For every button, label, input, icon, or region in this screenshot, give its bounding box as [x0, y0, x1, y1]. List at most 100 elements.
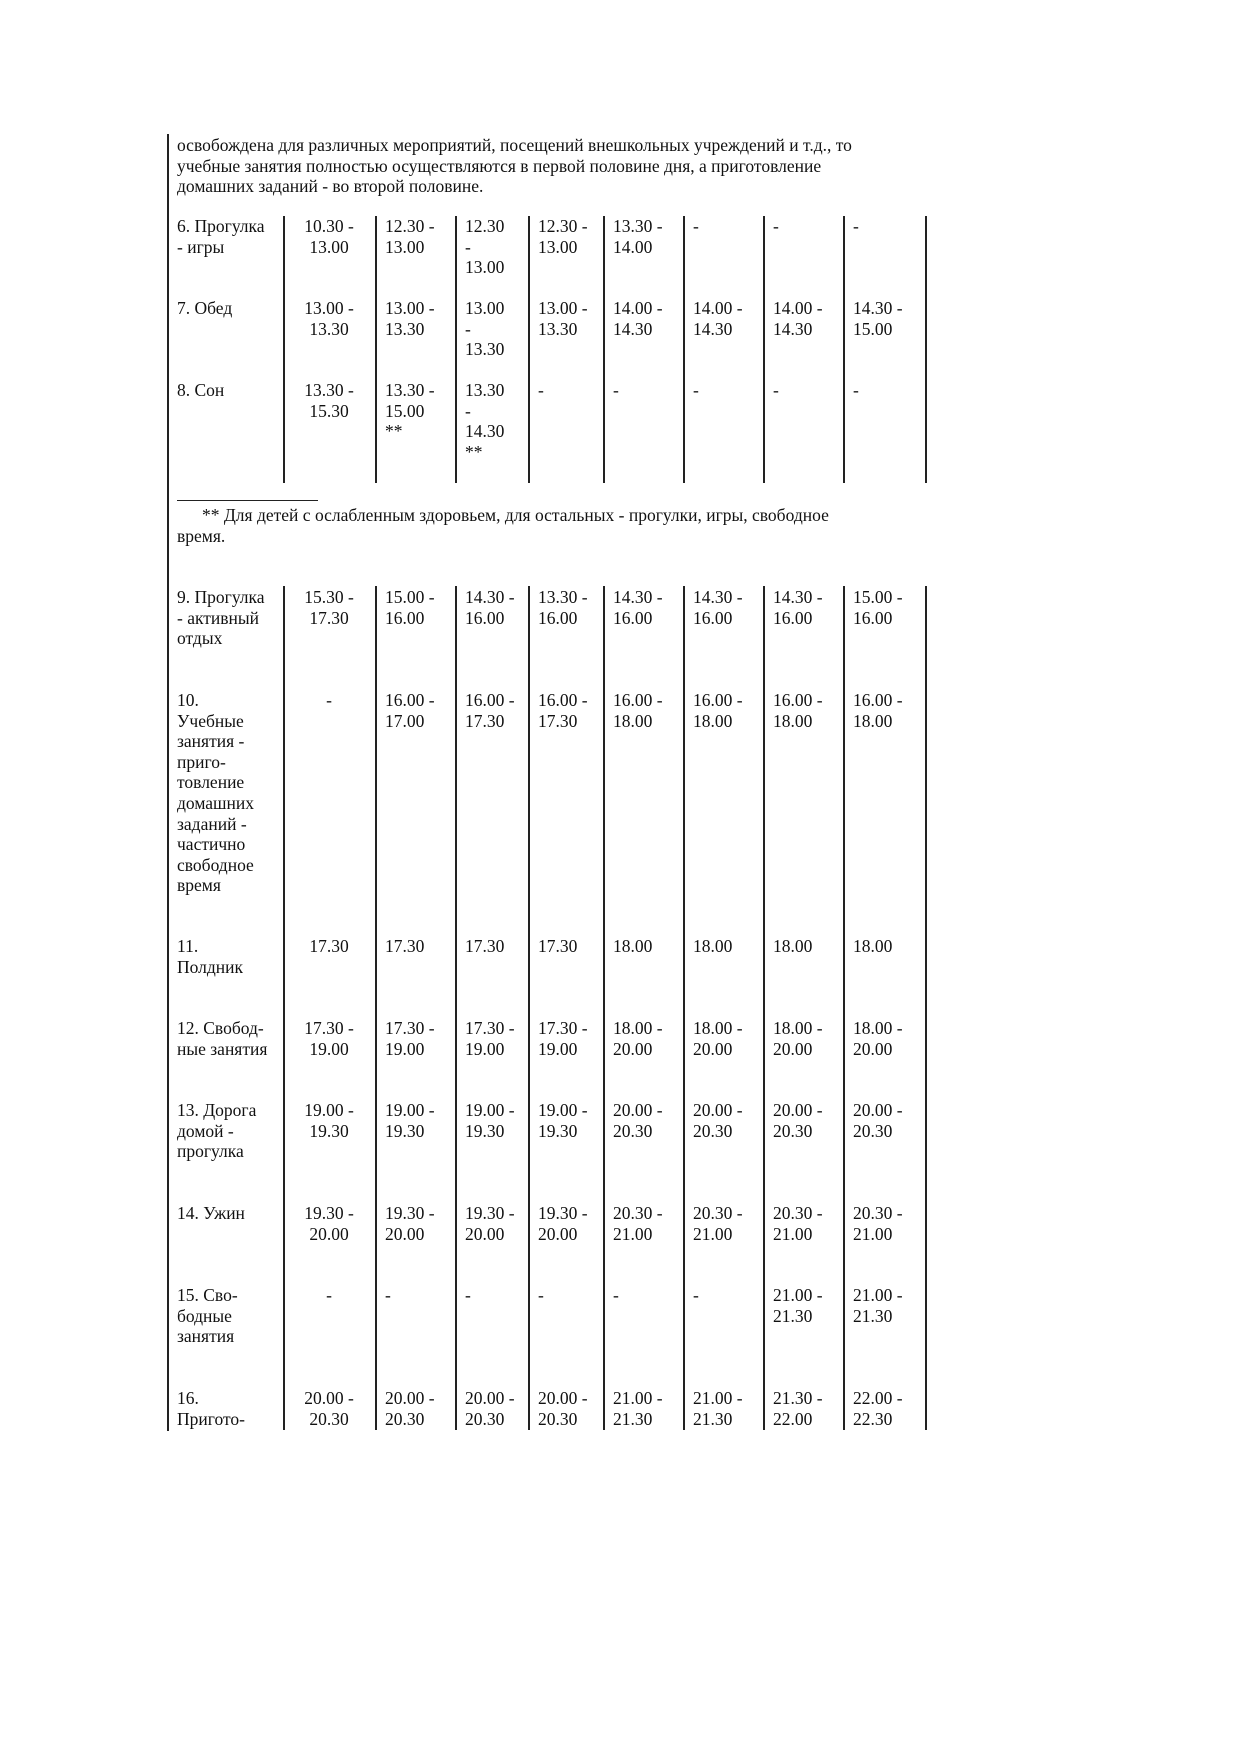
cell: 20.30 - 21.00: [773, 1203, 823, 1244]
cell: 22.00 - 22.30: [853, 1388, 903, 1429]
cell: 17.30: [465, 936, 505, 956]
cell: 20.00 - 20.30: [385, 1388, 435, 1429]
cell: -: [613, 1285, 619, 1305]
paragraph: освобождена для различных мероприятий, п…: [177, 135, 852, 197]
column-rule: [455, 586, 457, 1430]
row-label: 16. Пригото-: [177, 1388, 246, 1429]
cell: 14.30 - 16.00: [465, 587, 515, 628]
column-rule: [375, 586, 377, 1430]
cell: 19.30 - 20.00: [465, 1203, 515, 1244]
cell: 18.00 - 20.00: [613, 1018, 663, 1059]
row-label: 6. Прогулка - игры: [177, 216, 265, 257]
column-rule: [528, 216, 530, 483]
cell: -: [853, 216, 859, 236]
column-rule: [283, 216, 285, 483]
cell: 21.00 - 21.30: [853, 1285, 903, 1326]
column-rule: [455, 216, 457, 483]
cell: 20.00 - 20.30: [693, 1100, 743, 1141]
cell: 19.00 - 19.30: [538, 1100, 588, 1141]
cell: 17.30 - 19.00: [385, 1018, 435, 1059]
cell: -: [326, 690, 332, 710]
cell: 18.00 - 20.00: [773, 1018, 823, 1059]
row-label: 14. Ужин: [177, 1203, 245, 1223]
cell: 20.00 - 20.30: [853, 1100, 903, 1141]
cell: -: [693, 380, 699, 400]
cell: -: [538, 1285, 544, 1305]
cell: -: [538, 380, 544, 400]
cell: 16.00 - 18.00: [693, 690, 743, 731]
cell: 13.30 - 14.00: [613, 216, 663, 257]
cell: 19.00 - 19.30: [304, 1100, 354, 1141]
left-border: [167, 134, 169, 1431]
cell: 17.30: [538, 936, 578, 956]
column-rule: [763, 586, 765, 1430]
cell: 21.30 - 22.00: [773, 1388, 823, 1429]
cell: 13.30 - 15.00 **: [385, 380, 435, 442]
cell: 14.30 - 16.00: [613, 587, 663, 628]
cell: -: [773, 380, 779, 400]
column-rule: [283, 586, 285, 1430]
cell: 18.00: [693, 936, 733, 956]
row-label: 7. Обед: [177, 298, 233, 318]
cell: 17.30: [309, 936, 349, 956]
cell: 13.30 - 16.00: [538, 587, 588, 628]
cell: -: [613, 380, 619, 400]
cell: 12.30 - 13.00: [465, 216, 505, 278]
cell: 20.00 - 20.30: [613, 1100, 663, 1141]
cell: 20.00 - 20.30: [304, 1388, 354, 1429]
footnote-rule: [177, 500, 318, 501]
cell: 13.30 - 15.30: [304, 380, 354, 421]
footnote: ** Для детей с ослабленным здоровьем, дл…: [177, 505, 829, 546]
cell: 14.30 - 16.00: [773, 587, 823, 628]
column-rule: [843, 216, 845, 483]
cell: 15.00 - 16.00: [385, 587, 435, 628]
row-label: 8. Сон: [177, 380, 225, 400]
cell: 18.00 - 20.00: [853, 1018, 903, 1059]
column-rule: [925, 216, 927, 483]
cell: 15.00 - 16.00: [853, 587, 903, 628]
column-rule: [603, 216, 605, 483]
cell: 18.00 - 20.00: [693, 1018, 743, 1059]
column-rule: [843, 586, 845, 1430]
cell: 16.00 - 17.30: [538, 690, 588, 731]
column-rule: [925, 586, 927, 1430]
cell: 12.30 - 13.00: [538, 216, 588, 257]
cell: 13.00 - 13.30: [465, 298, 505, 360]
column-rule: [375, 216, 377, 483]
cell: 21.00 - 21.30: [693, 1388, 743, 1429]
cell: 17.30: [385, 936, 425, 956]
cell: 20.00 - 20.30: [465, 1388, 515, 1429]
row-label: 11. Полдник: [177, 936, 244, 977]
cell: 20.00 - 20.30: [538, 1388, 588, 1429]
column-rule: [603, 586, 605, 1430]
row-label: 13. Дорога домой - прогулка: [177, 1100, 257, 1162]
cell: 19.00 - 19.30: [385, 1100, 435, 1141]
row-label: 9. Прогулка - активный отдых: [177, 587, 265, 649]
cell: -: [326, 1285, 332, 1305]
row-label: 15. Сво- бодные занятия: [177, 1285, 238, 1347]
cell: 14.30 - 15.00: [853, 298, 903, 339]
cell: 16.00 - 17.30: [465, 690, 515, 731]
cell: 20.30 - 21.00: [853, 1203, 903, 1244]
cell: -: [465, 1285, 471, 1305]
cell: 13.00 - 13.30: [385, 298, 435, 339]
cell: 19.30 - 20.00: [538, 1203, 588, 1244]
cell: 17.30 - 19.00: [538, 1018, 588, 1059]
cell: -: [773, 216, 779, 236]
cell: 16.00 - 17.00: [385, 690, 435, 731]
cell: 16.00 - 18.00: [613, 690, 663, 731]
cell: -: [385, 1285, 391, 1305]
cell: 10.30 - 13.00: [304, 216, 354, 257]
cell: 15.30 - 17.30: [304, 587, 354, 628]
cell: 14.00 - 14.30: [613, 298, 663, 339]
cell: -: [853, 380, 859, 400]
cell: 20.30 - 21.00: [693, 1203, 743, 1244]
cell: 16.00 - 18.00: [853, 690, 903, 731]
cell: 20.30 - 21.00: [613, 1203, 663, 1244]
cell: 14.00 - 14.30: [773, 298, 823, 339]
cell: 13.00 - 13.30: [538, 298, 588, 339]
cell: 16.00 - 18.00: [773, 690, 823, 731]
cell: 18.00: [773, 936, 813, 956]
cell: 21.00 - 21.30: [613, 1388, 663, 1429]
